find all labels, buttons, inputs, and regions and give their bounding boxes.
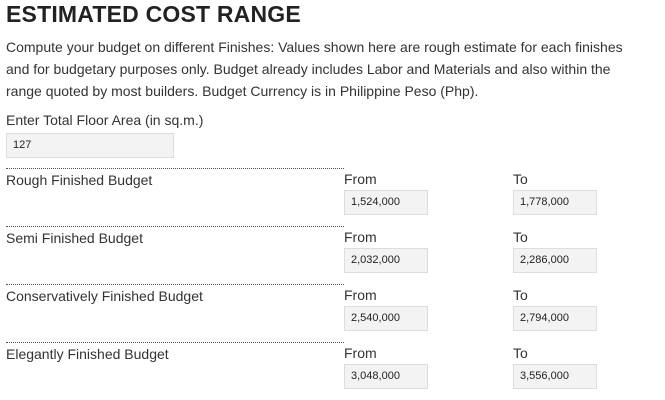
description-line: Compute your budget on different Finishe… [6,39,623,55]
to-input[interactable]: 2,286,000 [513,248,597,273]
to-input[interactable]: 2,794,000 [513,306,597,331]
from-label: From [344,345,377,361]
separator [6,226,344,227]
separator [6,284,344,285]
from-label: From [344,287,377,303]
to-label: To [513,345,528,361]
from-input[interactable]: 2,032,000 [344,248,428,273]
budget-label: Semi Finished Budget [6,230,143,246]
from-label: From [344,171,377,187]
from-input[interactable]: 3,048,000 [344,364,428,389]
budget-label: Conservatively Finished Budget [6,288,203,304]
separator [6,342,344,343]
budget-label: Elegantly Finished Budget [6,346,169,362]
title: ESTIMATED COST RANGE [6,1,301,27]
from-input[interactable]: 1,524,000 [344,190,428,215]
to-input[interactable]: 1,778,000 [513,190,597,215]
to-label: To [513,171,528,187]
floor-area-label: Enter Total Floor Area (in sq.m.) [6,112,204,128]
separator [6,168,344,169]
from-label: From [344,229,377,245]
description-line: and for budgetary purposes only. Budget … [6,61,611,77]
description-line: range quoted by most builders. Budget Cu… [6,83,479,99]
to-label: To [513,229,528,245]
to-label: To [513,287,528,303]
floor-area-input[interactable]: 127 [6,133,174,158]
budget-label: Rough Finished Budget [6,172,153,188]
to-input[interactable]: 3,556,000 [513,364,597,389]
from-input[interactable]: 2,540,000 [344,306,428,331]
description: Compute your budget on different Finishe… [6,36,623,102]
